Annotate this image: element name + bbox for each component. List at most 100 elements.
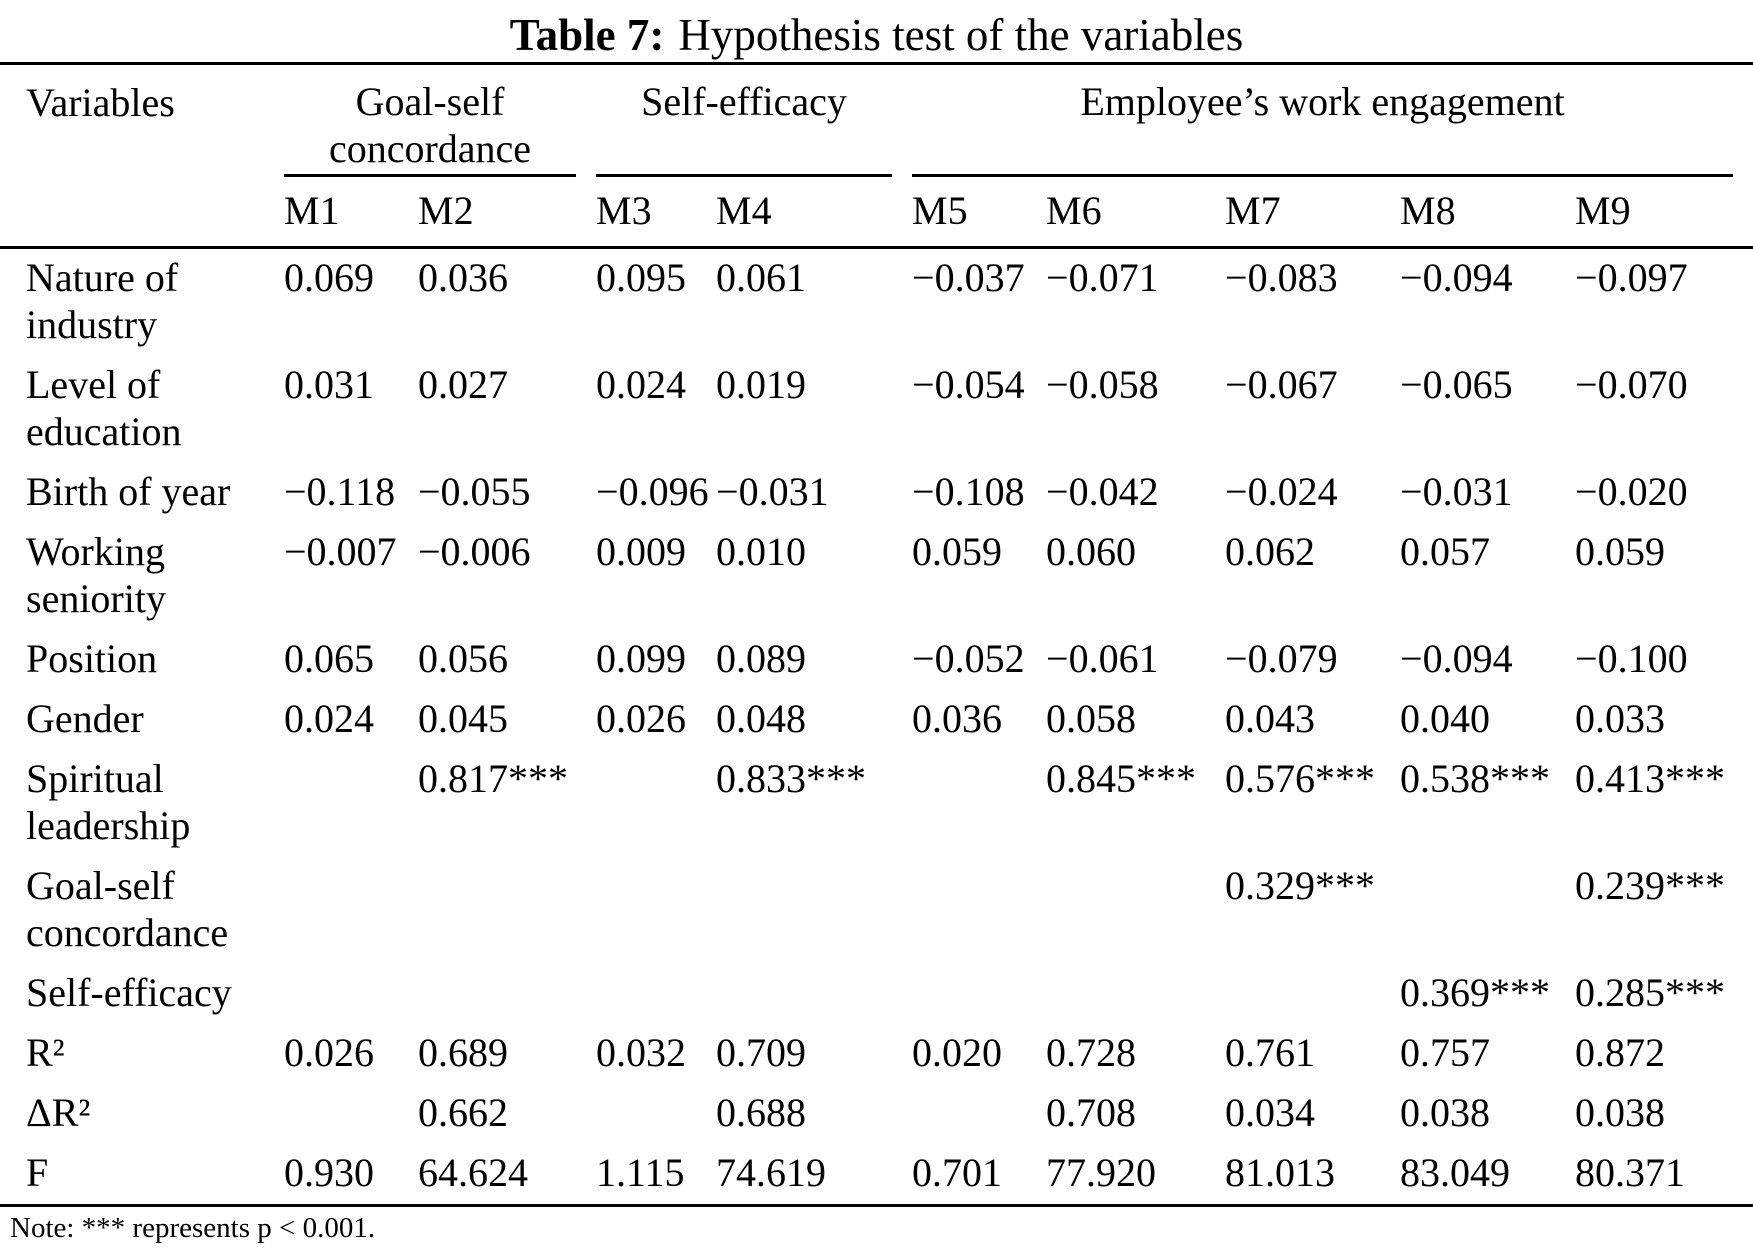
table-row: Self-efficacy 0.369*** 0.285*** — [0, 964, 1753, 1024]
value-cell — [596, 857, 716, 964]
value-cell: 0.019 — [716, 362, 807, 407]
value-cell: 0.033 — [1575, 696, 1666, 741]
value-cell — [284, 857, 418, 964]
value-cell: −0.065 — [1400, 362, 1513, 407]
model-header-m7: M7 — [1225, 177, 1401, 249]
value-cell — [418, 964, 596, 1024]
value-cell: −0.096 — [596, 469, 709, 514]
value-cell — [596, 750, 716, 857]
value-cell: 0.329*** — [1225, 863, 1376, 908]
value-cell: −0.058 — [1046, 362, 1159, 407]
variable-cell: Goal-self concordance — [26, 863, 229, 955]
table-row: Nature of industry 0.069 0.036 0.095 0.061 −0… — [0, 248, 1753, 357]
value-cell — [1046, 964, 1225, 1024]
value-cell: −0.055 — [418, 469, 531, 514]
value-cell: 0.576*** — [1225, 756, 1376, 801]
value-cell: 0.761 — [1225, 1030, 1316, 1075]
table-row: Gender 0.024 0.045 0.026 0.048 0.036 0.058 0.04… — [0, 690, 1753, 750]
value-cell: −0.037 — [912, 255, 1025, 300]
table-caption-text: Hypothesis test of the variables — [678, 10, 1244, 60]
group-underline — [912, 174, 1734, 177]
variable-cell: Gender — [26, 696, 144, 741]
value-cell: −0.031 — [1400, 469, 1513, 514]
value-cell: 0.048 — [716, 696, 807, 741]
table-row: Position 0.065 0.056 0.099 0.089 −0.052 −0.061… — [0, 630, 1753, 690]
table-row: ΔR² 0.662 0.688 0.708 0.034 0.038 0.038 — [0, 1084, 1753, 1144]
value-cell: −0.006 — [418, 529, 531, 574]
group-header-2: Self-efficacy — [596, 64, 912, 177]
table-row: F 0.930 64.624 1.115 74.619 0.701 77.920 81.013… — [0, 1144, 1753, 1206]
value-cell: 0.024 — [284, 696, 374, 741]
value-cell: −0.100 — [1575, 636, 1688, 681]
value-cell: 0.036 — [912, 696, 1003, 741]
model-header-m2: M2 — [418, 177, 597, 249]
value-cell: 0.688 — [716, 1090, 807, 1135]
value-cell: 0.020 — [912, 1030, 1003, 1075]
value-cell — [284, 964, 418, 1024]
table-caption: Table 7: Hypothesis test of the variables — [0, 0, 1753, 62]
model-header-m4: M4 — [716, 177, 913, 249]
model-header-m6: M6 — [1046, 177, 1226, 249]
value-cell: −0.061 — [1046, 636, 1159, 681]
value-cell: 0.369*** — [1400, 970, 1551, 1015]
value-cell: 77.920 — [1046, 1150, 1157, 1195]
value-cell: 0.059 — [912, 529, 1003, 574]
value-cell: 64.624 — [418, 1150, 528, 1195]
value-cell: 0.065 — [284, 636, 374, 681]
variable-cell: Working seniority — [26, 529, 166, 621]
value-cell: 0.413*** — [1575, 756, 1726, 801]
value-cell: −0.024 — [1225, 469, 1338, 514]
value-cell: 0.026 — [284, 1030, 374, 1075]
model-header-m9: M9 — [1575, 177, 1753, 249]
value-cell: 0.059 — [1575, 529, 1666, 574]
value-cell — [716, 964, 912, 1024]
value-cell: 0.689 — [418, 1030, 508, 1075]
value-cell: 0.757 — [1400, 1030, 1491, 1075]
value-cell: 0.930 — [284, 1150, 374, 1195]
value-cell: 0.833*** — [716, 756, 867, 801]
value-cell: 0.056 — [418, 636, 508, 681]
table-note: Note: *** represents p < 0.001. — [10, 1212, 376, 1244]
value-cell: 0.728 — [1046, 1030, 1137, 1075]
value-cell — [284, 1084, 418, 1144]
value-cell: 0.845*** — [1046, 756, 1197, 801]
value-cell: 0.027 — [418, 362, 508, 407]
model-header-m5: M5 — [912, 177, 1047, 249]
value-cell: 0.009 — [596, 529, 687, 574]
value-cell — [912, 857, 1046, 964]
value-cell: 80.371 — [1575, 1150, 1686, 1195]
value-cell: 0.285*** — [1575, 970, 1726, 1015]
value-cell: −0.031 — [716, 469, 829, 514]
value-cell: 0.708 — [1046, 1090, 1137, 1135]
value-cell: −0.094 — [1400, 636, 1513, 681]
value-cell: 0.872 — [1575, 1030, 1666, 1075]
value-cell: −0.054 — [912, 362, 1025, 407]
table-row: Spiritual leadership 0.817*** 0.833*** 0.84… — [0, 750, 1753, 857]
table-caption-label: Table 7: — [509, 10, 665, 60]
model-header-m8: M8 — [1400, 177, 1576, 249]
value-cell: 0.538*** — [1400, 756, 1551, 801]
value-cell: 0.043 — [1225, 696, 1316, 741]
value-cell: 0.057 — [1400, 529, 1491, 574]
group-header-label: Self-efficacy — [641, 79, 847, 124]
value-cell: 0.069 — [284, 255, 374, 300]
value-cell: 0.701 — [912, 1150, 1003, 1195]
value-cell: 0.060 — [1046, 529, 1137, 574]
value-cell — [1225, 964, 1400, 1024]
value-cell: −0.052 — [912, 636, 1025, 681]
group-header-label: Goal-self concordance — [328, 79, 532, 171]
value-cell: −0.083 — [1225, 255, 1338, 300]
variable-cell: ΔR² — [26, 1090, 91, 1135]
value-cell: 0.038 — [1575, 1090, 1666, 1135]
value-cell: −0.118 — [284, 469, 396, 514]
value-cell: 0.095 — [596, 255, 687, 300]
value-cell: 0.026 — [596, 696, 687, 741]
variable-cell: F — [26, 1150, 49, 1195]
value-cell: 0.099 — [596, 636, 687, 681]
value-cell — [284, 750, 418, 857]
model-header-m3: M3 — [596, 177, 717, 249]
model-header-row: M1 M2 M3 M4 M5 M6 M7 M8 M9 — [0, 177, 1753, 249]
variable-cell: R² — [26, 1030, 65, 1075]
group-header-wrap: Goal-self concordance — [284, 65, 596, 177]
